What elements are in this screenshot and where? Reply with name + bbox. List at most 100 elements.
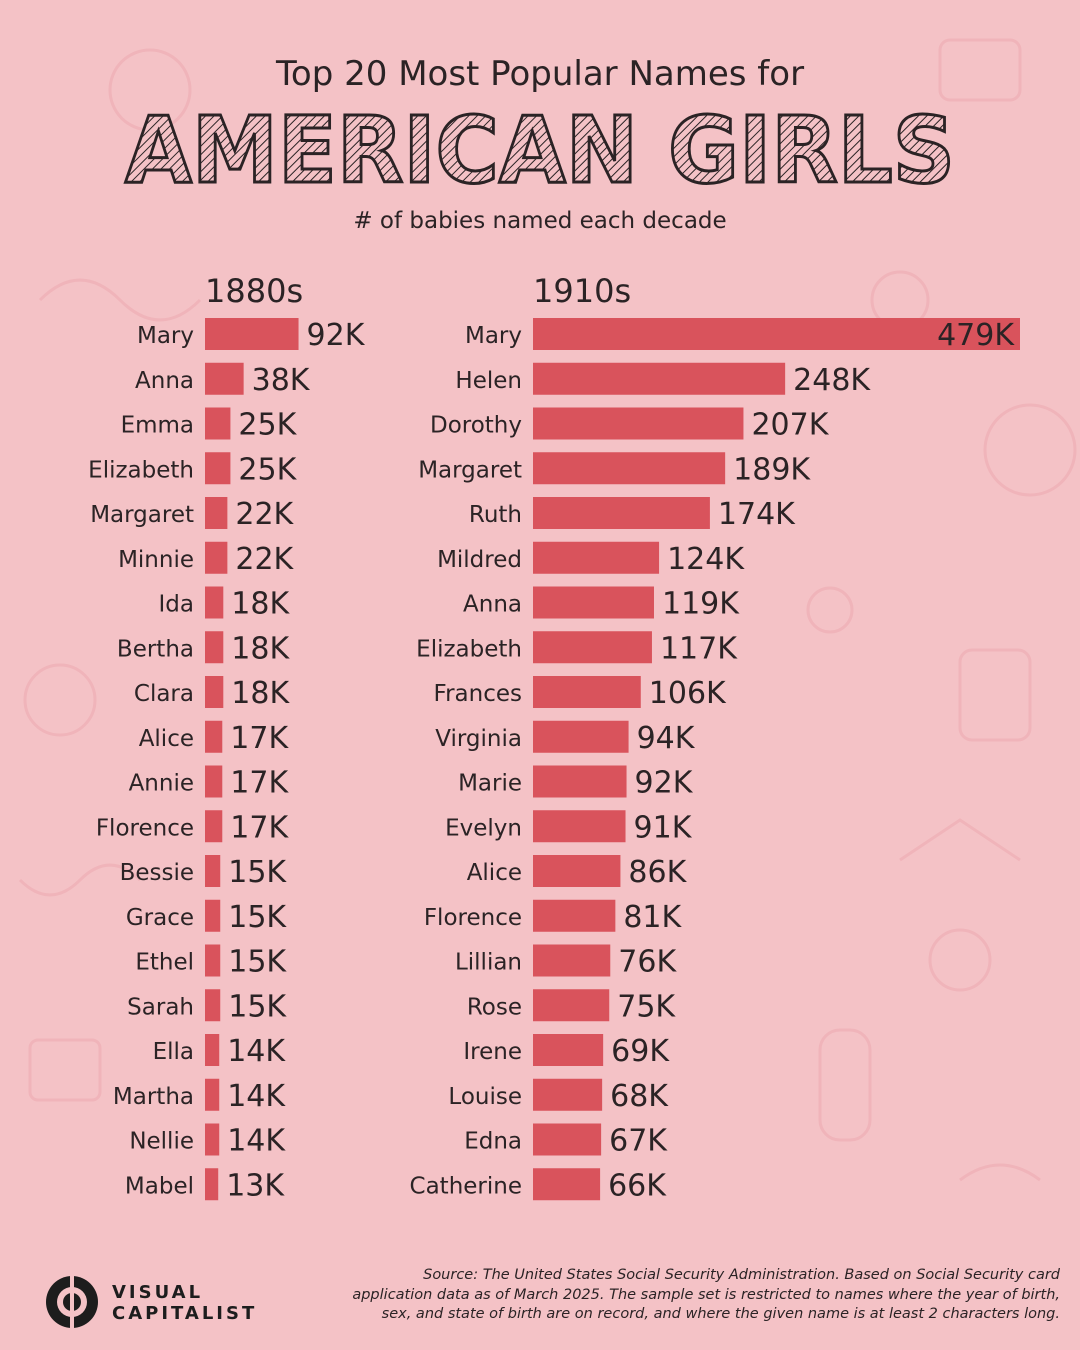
bar [533,497,710,529]
category-label: Dorothy [430,413,522,439]
bar [533,1123,602,1156]
category-label: Louise [448,1084,522,1110]
panel-title: 1910s [533,272,631,310]
value-label: 76K [618,945,677,980]
value-label: 15K [228,989,287,1024]
value-label: 68K [610,1079,669,1114]
bar [533,1078,603,1111]
bar [205,765,223,798]
value-label: 189K [733,452,811,487]
value-label: 22K [235,542,294,577]
title-main: AMERICAN GIRLS [124,96,957,203]
value-label: 67K [609,1124,668,1159]
source-line-2: application data as of March 2025. The s… [352,1286,1060,1303]
panel-title: 1880s [205,272,303,310]
category-label: Anna [135,368,194,394]
category-label: Florence [96,815,194,841]
value-label: 94K [637,721,696,756]
value-label: 117K [660,631,738,666]
value-label: 14K [227,1034,286,1069]
bar [205,362,244,395]
value-label: 92K [635,766,694,801]
value-label: 15K [228,855,287,890]
value-label: 18K [231,676,290,711]
category-label: Sarah [127,994,194,1020]
bar [205,407,231,440]
bar [533,541,660,574]
category-label: Virginia [435,726,522,752]
category-label: Helen [455,368,522,394]
category-label: Margaret [90,502,194,528]
bar [533,452,726,485]
bar [533,899,616,932]
bar [533,944,611,977]
value-label: 69K [611,1034,670,1069]
value-label: 25K [238,452,297,487]
category-label: Alice [139,726,194,752]
value-label: 14K [227,1079,286,1114]
category-label: Clara [134,681,194,707]
value-label: 106K [649,676,727,711]
category-label: Frances [434,681,522,707]
category-label: Annie [129,771,194,797]
value-label: 66K [608,1168,667,1203]
bar [205,631,224,664]
value-label: 174K [718,497,796,532]
value-label: 81K [623,900,682,935]
category-label: Elizabeth [88,457,194,483]
bar [533,720,629,753]
value-label: 17K [230,766,289,801]
source-line-1: Source: The United States Social Securit… [423,1267,1060,1283]
category-label: Evelyn [445,815,522,841]
category-label: Anna [463,592,522,618]
bar [205,586,224,619]
bar [205,855,221,887]
value-label: 13K [226,1168,285,1203]
bar [205,541,228,574]
bar [205,676,224,708]
bar [205,1078,220,1111]
value-label: 248K [793,363,871,398]
category-label: Nellie [129,1129,194,1155]
source-line-3: sex, and state of birth are on record, a… [381,1306,1060,1322]
category-label: Ida [159,592,194,618]
value-label: 17K [230,721,289,756]
value-label: 17K [230,810,289,845]
category-label: Mary [465,323,522,349]
visual-capitalist-logo: VISUAL CAPITALIST [38,1274,278,1330]
category-label: Mabel [125,1173,194,1199]
bar [205,1123,220,1156]
value-label: 18K [231,587,290,622]
category-label: Marie [458,771,522,797]
category-label: Minnie [118,547,194,573]
category-label: Ruth [469,502,522,528]
category-label: Lillian [455,950,522,976]
bar [533,1034,604,1066]
value-label: 92K [307,318,366,353]
bar [533,810,626,843]
bar [533,586,654,619]
category-label: Irene [463,1039,522,1065]
bar [533,1168,601,1201]
value-label: 86K [628,855,687,890]
bar [533,676,641,708]
bar [533,407,744,440]
bar [205,497,228,529]
bar [205,899,221,932]
bar [205,1168,219,1201]
category-label: Bessie [120,860,194,886]
source-note: Source: The United States Social Securit… [240,1266,1060,1325]
bar [205,989,221,1022]
category-label: Alice [467,860,522,886]
bar [533,631,652,664]
value-label: 25K [238,408,297,443]
bar [533,855,621,887]
category-label: Catherine [410,1173,522,1199]
category-label: Emma [121,413,194,439]
category-label: Ella [153,1039,194,1065]
value-label: 14K [227,1124,286,1159]
category-label: Grace [126,905,194,931]
value-label: 119K [662,587,740,622]
bar [533,765,627,798]
